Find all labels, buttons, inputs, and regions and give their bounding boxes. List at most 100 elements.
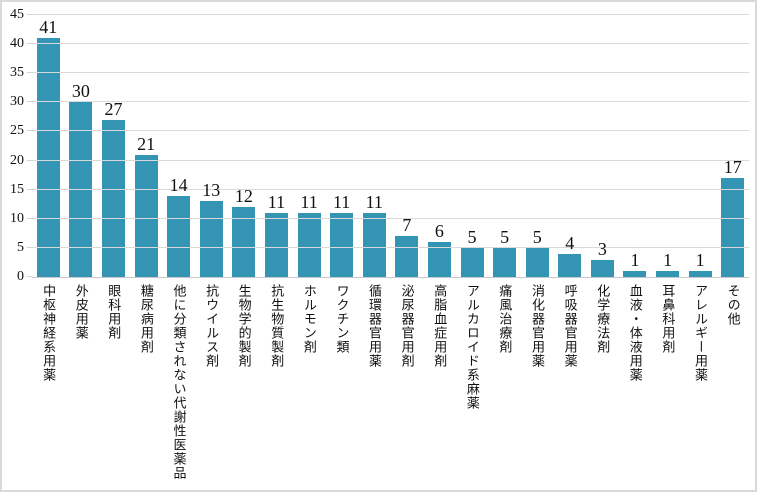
chart-column: 1 耳鼻科用剤 bbox=[651, 15, 684, 354]
chart-column: 30 外皮用薬 bbox=[65, 15, 98, 340]
bar-value-label: 6 bbox=[434, 221, 444, 242]
y-axis-tick-label: 15 bbox=[10, 181, 24, 197]
bar-value-label: 17 bbox=[723, 157, 742, 178]
y-axis-tick-mark bbox=[27, 159, 32, 161]
bar bbox=[264, 212, 288, 277]
y-axis-tick-mark bbox=[27, 188, 32, 190]
bar-value-label: 3 bbox=[597, 238, 607, 259]
y-axis-tick-mark bbox=[27, 130, 32, 132]
x-axis-category-label: アルカロイド系麻薬 bbox=[464, 284, 480, 410]
gridline bbox=[32, 246, 749, 248]
bar-value-label: 1 bbox=[663, 250, 673, 271]
bar bbox=[688, 271, 712, 277]
bar-value-label: 7 bbox=[402, 215, 412, 236]
bar bbox=[69, 102, 93, 277]
bars-row: 41 中枢神経系用薬 30 外皮用薬 27 眼科用剤 21 糖尿病用剤 14 他に分類されない代謝… bbox=[32, 15, 749, 480]
bar-value-label: 5 bbox=[467, 226, 477, 247]
bar bbox=[362, 212, 386, 277]
bar bbox=[656, 271, 680, 277]
x-axis-category-label: 耳鼻科用剤 bbox=[660, 284, 676, 354]
x-axis-category-label: 抗ウイルス剤 bbox=[204, 284, 220, 368]
bar bbox=[427, 242, 451, 277]
bar-value-label: 14 bbox=[169, 174, 188, 195]
plot-area: 41 中枢神経系用薬 30 外皮用薬 27 眼科用剤 21 糖尿病用剤 14 他に分類されない代謝… bbox=[32, 14, 749, 480]
bar bbox=[101, 119, 125, 277]
gridline bbox=[32, 130, 749, 132]
chart-column: 13 抗ウイルス剤 bbox=[195, 15, 228, 368]
x-axis-category-label: ホルモン剤 bbox=[301, 284, 317, 354]
x-axis-category-label: ワクチン類 bbox=[334, 284, 350, 354]
bar bbox=[330, 212, 354, 277]
bar-value-label: 30 bbox=[71, 81, 90, 102]
bar bbox=[721, 178, 745, 277]
chart-column: 1 血液・体液用薬 bbox=[619, 15, 652, 382]
y-axis-tick-label: 0 bbox=[17, 269, 24, 284]
bar bbox=[232, 207, 256, 277]
x-axis-category-label: 外皮用薬 bbox=[73, 284, 89, 340]
bar-value-label: 41 bbox=[39, 17, 58, 38]
bar bbox=[134, 154, 158, 277]
y-axis-tick-label: 30 bbox=[10, 94, 24, 110]
bar bbox=[395, 236, 419, 277]
chart-column: 5 消化器官用薬 bbox=[521, 15, 554, 368]
chart-column: 11 循環器官用薬 bbox=[358, 15, 391, 368]
x-axis-category-label: 生物学的製剤 bbox=[236, 284, 252, 368]
bar-value-label: 4 bbox=[565, 232, 575, 253]
bar-value-label: 11 bbox=[300, 191, 318, 212]
bar bbox=[623, 271, 647, 277]
bar-value-label: 5 bbox=[500, 226, 510, 247]
x-axis-category-label: アレルギー用薬 bbox=[692, 284, 708, 382]
chart-column: 14 他に分類されない代謝性医薬品 bbox=[162, 15, 195, 480]
x-axis-category-label: 呼吸器官用薬 bbox=[562, 284, 578, 368]
chart-column: 21 糖尿病用剤 bbox=[130, 15, 163, 354]
bar-value-label: 11 bbox=[267, 191, 286, 212]
gridline bbox=[32, 14, 749, 15]
chart-column: 11 ワクチン類 bbox=[325, 15, 358, 354]
bar-value-label: 21 bbox=[137, 133, 156, 154]
chart-column: 6 高脂血症用剤 bbox=[423, 15, 456, 368]
y-axis: 0 5 10 15 20 25 30 35 40 45 bbox=[2, 7, 32, 284]
bar-value-label: 12 bbox=[234, 186, 253, 207]
x-axis-category-label: 高脂血症用剤 bbox=[432, 284, 448, 368]
gridline bbox=[32, 72, 749, 74]
y-axis-tick-mark bbox=[27, 101, 32, 103]
bar bbox=[167, 195, 191, 277]
bar bbox=[297, 212, 321, 277]
gridline bbox=[32, 101, 749, 103]
bar-value-label: 1 bbox=[695, 250, 705, 271]
gridline bbox=[32, 217, 749, 219]
y-axis-tick-mark bbox=[27, 217, 32, 219]
bar bbox=[460, 247, 484, 277]
x-axis-category-label: 眼科用剤 bbox=[106, 284, 122, 340]
bar bbox=[493, 247, 517, 277]
bar-value-label: 13 bbox=[202, 180, 221, 201]
chart-column: 41 中枢神経系用薬 bbox=[32, 15, 65, 382]
x-axis-category-label: 他に分類されない代謝性医薬品 bbox=[171, 284, 187, 480]
chart-column: 5 アルカロイド系麻薬 bbox=[456, 15, 489, 410]
y-axis-tick-label: 25 bbox=[10, 123, 24, 139]
chart-column: 27 眼科用剤 bbox=[97, 15, 130, 340]
chart-column: 1 アレルギー用薬 bbox=[684, 15, 717, 382]
bar-value-label: 27 bbox=[104, 98, 123, 119]
y-axis-tick-label: 40 bbox=[10, 36, 24, 52]
y-axis-tick-label: 20 bbox=[10, 152, 24, 168]
chart-column: 5 痛風治療剤 bbox=[488, 15, 521, 354]
y-axis-tick-mark bbox=[27, 246, 32, 248]
x-axis-category-label: 血液・体液用薬 bbox=[627, 284, 643, 382]
bar bbox=[590, 259, 614, 277]
y-axis-tick-label: 35 bbox=[10, 65, 24, 81]
chart-column: 4 呼吸器官用薬 bbox=[554, 15, 587, 368]
x-axis-category-label: 化学療法剤 bbox=[595, 284, 611, 354]
bar bbox=[199, 201, 223, 277]
y-axis-tick-mark bbox=[27, 43, 32, 45]
bar bbox=[36, 38, 60, 277]
chart-column: 11 抗生物質製剤 bbox=[260, 15, 293, 368]
chart-column: 17 その他 bbox=[716, 15, 749, 326]
gridline bbox=[32, 43, 749, 45]
y-axis-tick-mark bbox=[27, 14, 32, 15]
x-axis-category-label: 中枢神経系用薬 bbox=[41, 284, 57, 382]
gridline bbox=[32, 188, 749, 190]
chart-column: 7 泌尿器官用剤 bbox=[391, 15, 424, 368]
y-axis-tick-mark bbox=[27, 276, 32, 277]
